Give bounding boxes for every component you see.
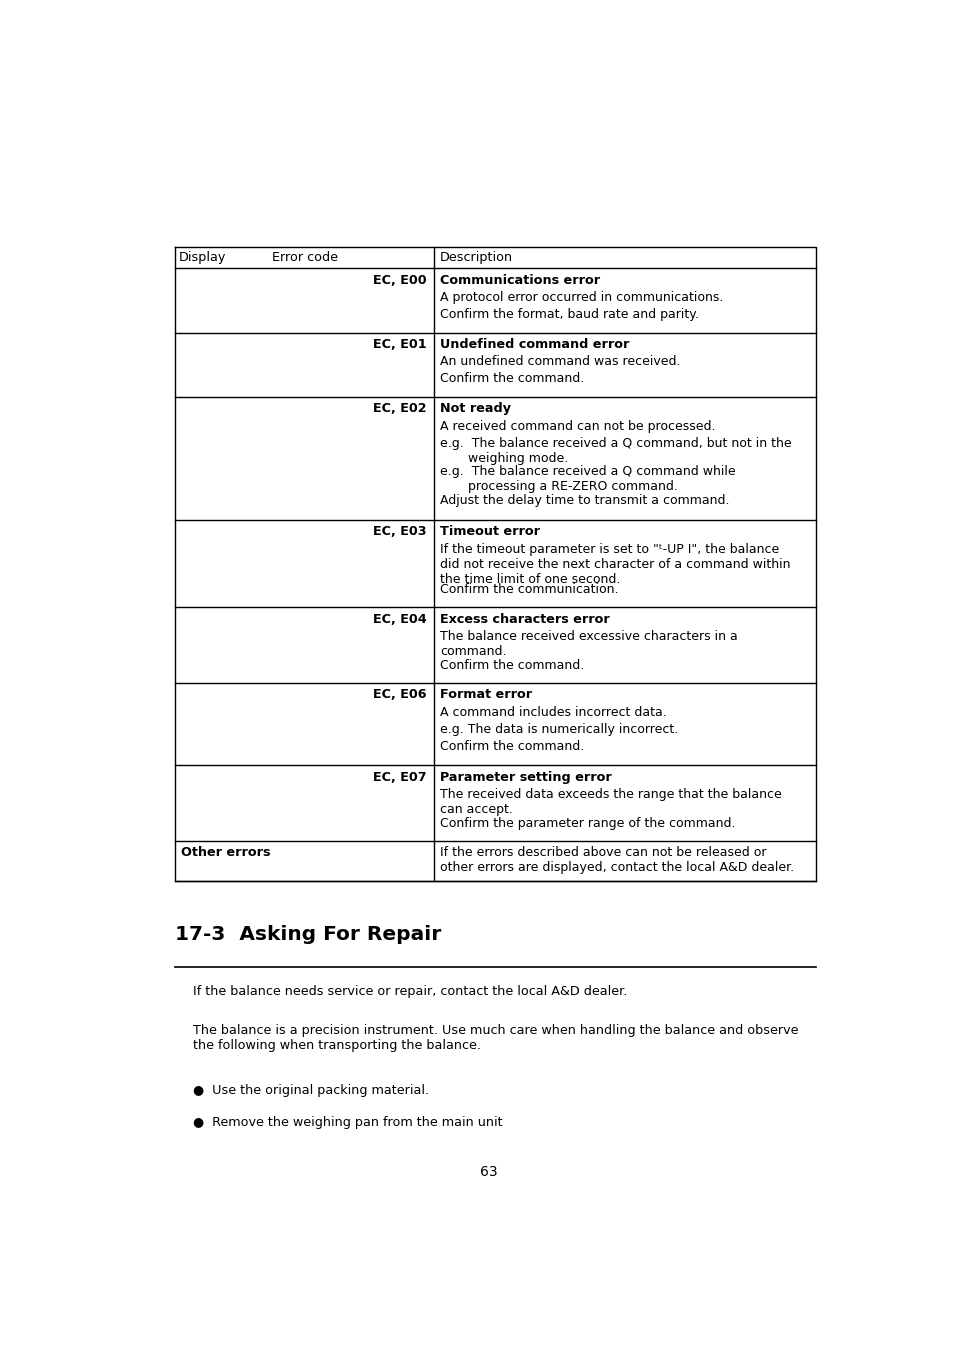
Text: An undefined command was received.: An undefined command was received.: [439, 355, 680, 369]
Text: Format error: Format error: [439, 688, 532, 702]
Text: EC, E01: EC, E01: [373, 338, 427, 351]
Text: Confirm the command.: Confirm the command.: [439, 373, 584, 385]
Text: Display: Display: [179, 251, 226, 265]
Text: EC, E06: EC, E06: [373, 688, 427, 702]
Text: Excess characters error: Excess characters error: [439, 613, 609, 625]
Text: Adjust the delay time to transmit a command.: Adjust the delay time to transmit a comm…: [439, 494, 729, 506]
Text: Error code: Error code: [272, 251, 337, 265]
Text: Confirm the command.: Confirm the command.: [439, 659, 584, 672]
Text: If the timeout parameter is set to "ᵗ-UP I", the balance
did not receive the nex: If the timeout parameter is set to "ᵗ-UP…: [439, 543, 790, 586]
Text: EC, E07: EC, E07: [373, 771, 427, 783]
Text: The balance is a precision instrument. Use much care when handling the balance a: The balance is a precision instrument. U…: [193, 1025, 798, 1052]
Text: Parameter setting error: Parameter setting error: [439, 771, 611, 783]
Text: Confirm the command.: Confirm the command.: [439, 740, 584, 753]
Text: If the errors described above can not be released or
other errors are displayed,: If the errors described above can not be…: [439, 846, 794, 875]
Text: EC, E02: EC, E02: [373, 402, 427, 416]
Text: EC, E03: EC, E03: [373, 525, 427, 539]
Text: ●  Use the original packing material.: ● Use the original packing material.: [193, 1084, 429, 1096]
Text: Not ready: Not ready: [439, 402, 511, 416]
Text: A command includes incorrect data.: A command includes incorrect data.: [439, 706, 666, 718]
Text: ●  Remove the weighing pan from the main unit: ● Remove the weighing pan from the main …: [193, 1116, 502, 1129]
Text: 63: 63: [479, 1165, 497, 1179]
Text: e.g.  The balance received a Q command while
       processing a RE-ZERO command: e.g. The balance received a Q command wh…: [439, 466, 735, 493]
Text: EC, E04: EC, E04: [373, 613, 427, 625]
Text: e.g.  The balance received a Q command, but not in the
       weighing mode.: e.g. The balance received a Q command, b…: [439, 436, 791, 464]
Text: If the balance needs service or repair, contact the local A&D dealer.: If the balance needs service or repair, …: [193, 986, 627, 998]
Text: EC, E00: EC, E00: [373, 274, 427, 286]
Text: Other errors: Other errors: [180, 846, 270, 860]
Text: Communications error: Communications error: [439, 274, 599, 286]
Text: Undefined command error: Undefined command error: [439, 338, 629, 351]
Text: Confirm the communication.: Confirm the communication.: [439, 583, 618, 595]
Text: A protocol error occurred in communications.: A protocol error occurred in communicati…: [439, 292, 722, 304]
Text: Timeout error: Timeout error: [439, 525, 539, 539]
Text: e.g. The data is numerically incorrect.: e.g. The data is numerically incorrect.: [439, 722, 678, 736]
Text: The balance received excessive characters in a
command.: The balance received excessive character…: [439, 630, 738, 657]
Text: Description: Description: [439, 251, 512, 265]
Text: The received data exceeds the range that the balance
can accept.: The received data exceeds the range that…: [439, 788, 781, 815]
Text: A received command can not be processed.: A received command can not be processed.: [439, 420, 715, 432]
Text: Confirm the format, baud rate and parity.: Confirm the format, baud rate and parity…: [439, 308, 699, 321]
Text: Confirm the parameter range of the command.: Confirm the parameter range of the comma…: [439, 817, 735, 829]
Text: 17-3  Asking For Repair: 17-3 Asking For Repair: [174, 925, 440, 944]
